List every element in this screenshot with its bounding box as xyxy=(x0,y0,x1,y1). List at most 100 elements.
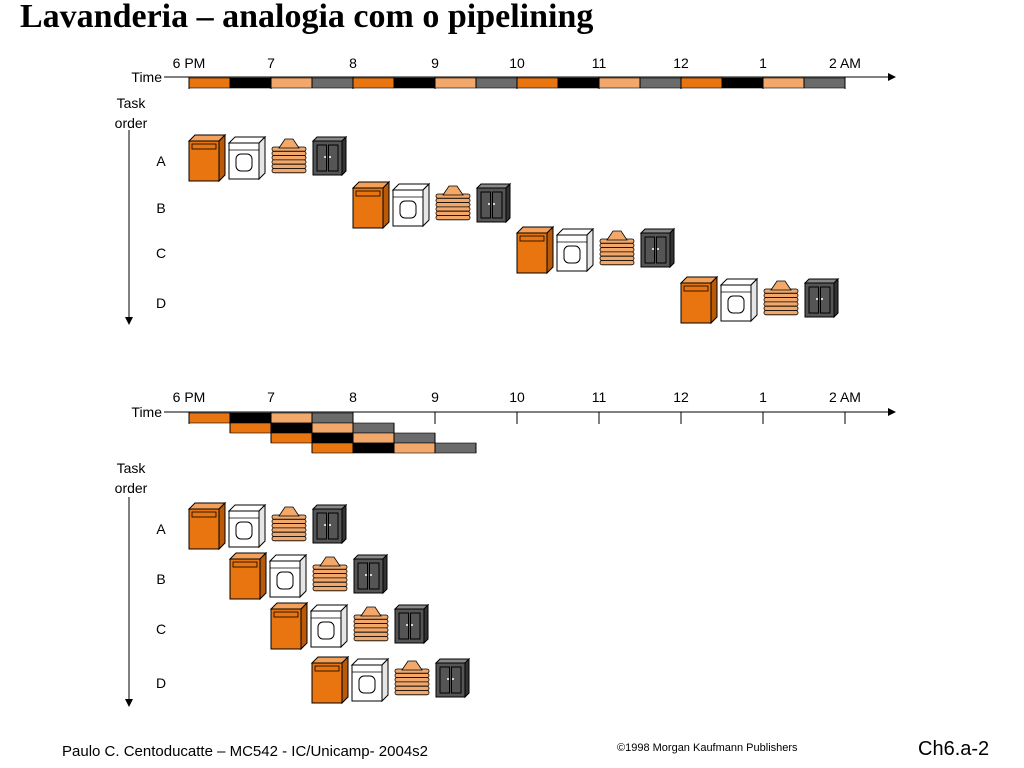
closet-top xyxy=(475,183,512,189)
washer-front xyxy=(188,508,220,550)
closet-knob xyxy=(821,298,823,300)
folded-clothes-icon xyxy=(312,556,348,592)
dryer-icon xyxy=(391,182,431,228)
store-stage-bar xyxy=(352,422,395,434)
closet-front xyxy=(353,558,384,594)
dryer-door xyxy=(317,621,335,640)
task-label: D xyxy=(156,675,166,691)
folded-shirt-layer xyxy=(271,531,307,537)
hour-tick-label: 12 xyxy=(673,55,689,71)
shirt-collar xyxy=(319,556,341,567)
task-label: B xyxy=(156,200,165,216)
closet-knob xyxy=(447,678,449,680)
folded-shirt-layer xyxy=(394,681,430,687)
closet-knob xyxy=(657,248,659,250)
washer-side xyxy=(218,501,226,551)
task-label: C xyxy=(156,621,166,637)
folded-shirt-layer xyxy=(599,251,635,257)
closet-knob xyxy=(493,203,495,205)
closet-side xyxy=(505,182,511,224)
closet-knob xyxy=(411,624,413,626)
shirt-collar xyxy=(401,660,423,671)
dryer-side xyxy=(422,182,430,228)
hour-tick-label: 8 xyxy=(349,389,357,405)
closet-side xyxy=(341,135,347,177)
folded-shirt-layer xyxy=(435,202,471,208)
washer-front xyxy=(311,662,343,704)
closet-door-right xyxy=(820,286,831,314)
dryer-side xyxy=(299,553,307,599)
closet-door-left xyxy=(808,286,819,314)
folded-shirt-layer xyxy=(435,215,471,221)
shirt-collar xyxy=(442,185,464,196)
task-label: B xyxy=(156,571,165,587)
store-stage-bar xyxy=(393,432,436,444)
folded-clothes-icon xyxy=(353,606,389,642)
washer-side xyxy=(546,225,554,275)
closet-knob xyxy=(324,156,326,158)
folded-shirt-layer xyxy=(435,197,471,204)
washer-front xyxy=(516,232,548,274)
folded-shirt-layer xyxy=(394,685,430,691)
washer-side xyxy=(218,133,226,183)
dryer-door xyxy=(563,245,581,264)
folded-shirt-layer xyxy=(271,518,307,524)
task-order-label: order xyxy=(115,115,148,131)
fold-stage-bar xyxy=(598,77,641,89)
hour-tick-label: 6 PM xyxy=(173,55,206,71)
folded-clothes-icon xyxy=(435,185,471,221)
store-stage-bar xyxy=(311,412,354,424)
task-row-C xyxy=(269,601,430,651)
closet-knob xyxy=(324,524,326,526)
hour-tick-label: 2 AM xyxy=(829,55,861,71)
washer-panel xyxy=(519,235,545,242)
wash-stage-bar xyxy=(188,77,231,89)
dryer-door xyxy=(358,675,376,694)
fold-stage-bar xyxy=(270,77,313,89)
folded-shirt-layer xyxy=(353,636,389,642)
hour-tick-label: 12 xyxy=(673,389,689,405)
closet-icon xyxy=(434,657,471,699)
hour-tick-label: 7 xyxy=(267,389,275,405)
folded-clothes-icon xyxy=(394,660,430,696)
closet-side xyxy=(833,277,839,319)
closet-knob xyxy=(406,624,408,626)
wash-stage-bar xyxy=(270,432,313,444)
folded-shirt-layer xyxy=(353,623,389,629)
folded-shirt-layer xyxy=(435,210,471,216)
folded-shirt-layer xyxy=(312,568,348,574)
closet-door-right xyxy=(328,144,339,172)
washer-side xyxy=(710,275,718,325)
shirt-collar xyxy=(278,138,300,149)
washer-front xyxy=(229,558,261,600)
folded-clothes-icon xyxy=(271,138,307,174)
closet-side xyxy=(464,657,470,699)
closet-side xyxy=(341,503,347,545)
washer-front xyxy=(680,282,712,324)
washer-side xyxy=(341,655,349,705)
washer-icon xyxy=(187,133,227,183)
folded-shirt-layer xyxy=(599,255,635,261)
washer-panel xyxy=(683,285,709,292)
dryer-side xyxy=(340,603,348,649)
task-label: C xyxy=(156,245,166,261)
folded-shirt-layer xyxy=(312,577,348,583)
folded-shirt-layer xyxy=(271,150,307,157)
shirt-collar xyxy=(360,606,382,617)
task-order-arrow-head xyxy=(125,699,133,707)
closet-front xyxy=(312,140,343,176)
washer-panel xyxy=(191,143,217,150)
closet-front xyxy=(640,232,671,268)
task-order-label: order xyxy=(115,480,148,496)
closet-knob xyxy=(816,298,818,300)
dryer-icon xyxy=(309,603,349,649)
closet-top xyxy=(393,604,430,610)
folded-shirt-layer xyxy=(353,618,389,624)
closet-top xyxy=(311,504,348,510)
dry-stage-bar xyxy=(393,77,436,89)
dry-stage-bar xyxy=(557,77,600,89)
task-order-label: Task xyxy=(117,460,147,476)
wash-stage-bar xyxy=(229,422,272,434)
fold-stage-bar xyxy=(270,412,313,424)
closet-top xyxy=(803,278,840,284)
